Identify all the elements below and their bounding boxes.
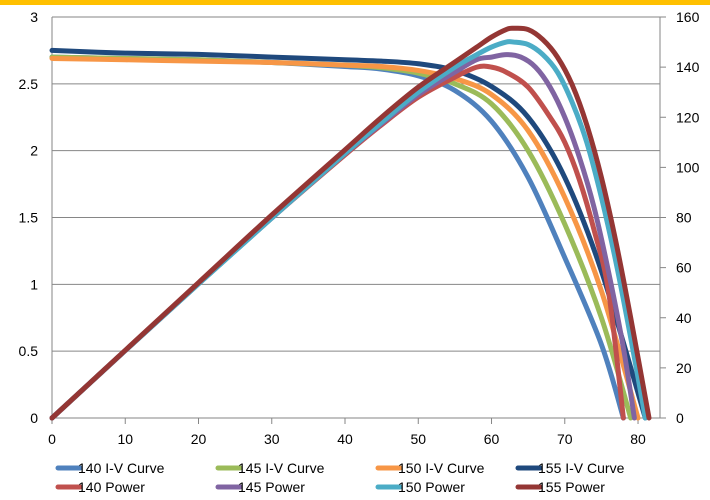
y-tick-label: 1.5 — [19, 210, 39, 226]
x-tick-label: 0 — [48, 431, 56, 447]
y2-tick-label: 140 — [676, 59, 700, 75]
legend-label-145-i-v-curve: 145 I-V Curve — [238, 460, 325, 476]
x-tick-label: 60 — [484, 431, 500, 447]
x-tick-label: 50 — [410, 431, 426, 447]
series-line-155-i-v-curve — [49, 47, 648, 421]
x-tick-label: 10 — [117, 431, 133, 447]
legend-label-150-i-v-curve: 150 I-V Curve — [398, 460, 485, 476]
legend-label-155-power: 155 Power — [538, 479, 605, 495]
y2-tick-label: 0 — [676, 410, 684, 426]
y2-tick-label: 20 — [676, 360, 692, 376]
y-tick-label: 2.5 — [19, 76, 39, 92]
y-tick-label: 0 — [30, 410, 38, 426]
x-tick-label: 30 — [264, 431, 280, 447]
legend-label-145-power: 145 Power — [238, 479, 305, 495]
legend-label-150-power: 150 Power — [398, 479, 465, 495]
y2-tick-label: 100 — [676, 159, 700, 175]
y2-tick-label: 160 — [676, 9, 700, 25]
gridlines — [52, 16, 660, 419]
series-line-150-i-v-curve — [49, 55, 641, 421]
series-line-140-power — [49, 63, 626, 421]
series-line-155-power — [49, 25, 652, 421]
top-accent-bar — [0, 0, 710, 5]
y2-tick-label: 60 — [676, 260, 692, 276]
x-tick-label: 40 — [337, 431, 353, 447]
x-tick-label: 20 — [191, 431, 207, 447]
legend-label-140-i-v-curve: 140 I-V Curve — [78, 460, 165, 476]
x-tick-label: 70 — [557, 431, 573, 447]
legend-label-155-i-v-curve: 155 I-V Curve — [538, 460, 625, 476]
y2-tick-label: 40 — [676, 310, 692, 326]
y-tick-label: 3 — [30, 9, 38, 25]
x-tick-label: 80 — [630, 431, 646, 447]
y-tick-label: 0.5 — [19, 343, 39, 359]
series-line-140-i-v-curve — [49, 54, 626, 421]
legend: 140 I-V Curve 145 I-V Curve 150 I-V Curve 1… — [55, 460, 625, 495]
legend-label-140-power: 140 Power — [78, 479, 145, 495]
y2-tick-label: 80 — [676, 210, 692, 226]
series-lines — [49, 25, 652, 421]
y-tick-label: 1 — [30, 276, 38, 292]
y2-tick-label: 120 — [676, 109, 700, 125]
y-tick-label: 2 — [30, 143, 38, 159]
